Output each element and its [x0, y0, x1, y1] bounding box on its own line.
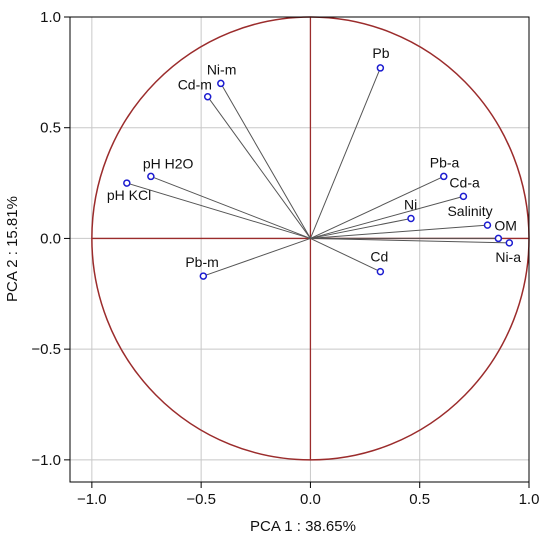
- vectors: [126, 67, 510, 277]
- point-label-7: Ni: [404, 197, 417, 213]
- x-tick-label-1: −0.5: [186, 491, 216, 508]
- point-marker-12: [199, 272, 208, 280]
- point-label-5: Pb-a: [430, 154, 460, 170]
- point-label-11: Cd: [370, 249, 388, 265]
- point-marker-8: [483, 221, 492, 229]
- y-tick-label-1: −0.5: [31, 341, 61, 358]
- vector-line-10: [310, 237, 510, 244]
- point-marker-3: [147, 172, 155, 181]
- vector-line-5: [310, 175, 444, 239]
- vector-line-4: [126, 182, 311, 239]
- point-marker-11: [376, 267, 385, 276]
- y-tick-label-2: 0.0: [40, 230, 61, 247]
- vector-line-6: [310, 195, 464, 239]
- x-axis-label: PCA 1 : 38.65%: [250, 518, 356, 535]
- point-label-10: Ni-a: [495, 249, 521, 265]
- y-tick-label-3: 0.5: [40, 120, 61, 137]
- vector-line-0: [309, 67, 381, 239]
- point-marker-6: [459, 192, 468, 201]
- point-label-9: OM: [494, 217, 517, 233]
- point-labels: Pb Ni-mCd-m pH H2O pH KCl Pb-a Cd-a Ni Salinity…: [107, 45, 521, 270]
- vector-line-3: [150, 175, 311, 239]
- y-axis-label: PCA 2 : 15.81%: [4, 196, 21, 302]
- point-label-8: Salinity: [447, 203, 492, 219]
- point-marker-7: [407, 214, 415, 223]
- point-marker-0: [376, 64, 385, 72]
- vector-line-7: [310, 218, 412, 239]
- vector-line-11: [310, 237, 381, 273]
- x-tick-label-2: 0.0: [300, 491, 321, 508]
- plot-frame: [69, 16, 530, 483]
- point-label-3: pH H2O: [143, 155, 194, 171]
- ticks: −1.0 −0.5 0.0 0.5 1.0 −1.0 −0.5 0.0 0.5 1.0: [31, 9, 539, 508]
- point-marker-10: [505, 239, 514, 247]
- points: [123, 64, 514, 280]
- y-tick-label-4: 1.0: [40, 9, 61, 26]
- point-label-6: Cd-a: [449, 174, 480, 190]
- point-marker-9: [494, 234, 503, 243]
- vector-line-8: [310, 224, 488, 239]
- point-marker-5: [440, 172, 448, 181]
- vector-line-1: [220, 83, 311, 239]
- point-label-1: Ni-m: [207, 61, 237, 77]
- grid: [70, 16, 530, 482]
- plot-frame-layer: [69, 16, 530, 483]
- point-marker-2: [203, 92, 212, 101]
- y-tick-label-0: −1.0: [31, 452, 61, 469]
- point-label-0: Pb: [372, 45, 389, 61]
- point-label-4: pH KCl: [107, 187, 151, 203]
- vector-line-2: [207, 96, 311, 239]
- x-tick-label-3: 0.5: [409, 491, 430, 508]
- x-tick-label-0: −1.0: [77, 491, 107, 508]
- point-marker-1: [217, 79, 225, 88]
- x-tick-label-4: 1.0: [519, 491, 540, 508]
- point-label-2: Cd-m: [178, 77, 212, 93]
- point-label-12: Pb-m: [185, 254, 218, 270]
- vector-line-12: [203, 237, 311, 277]
- point-marker-4: [123, 179, 131, 187]
